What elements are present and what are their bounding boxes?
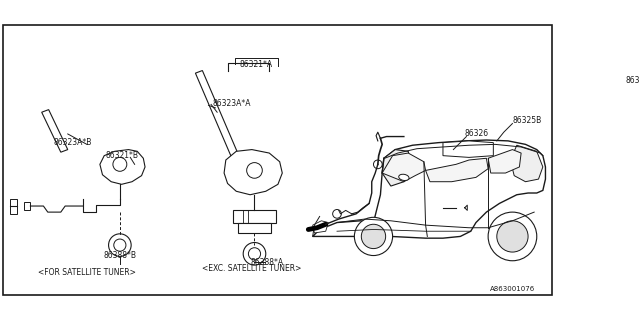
Polygon shape bbox=[488, 149, 521, 173]
Circle shape bbox=[362, 224, 386, 249]
Circle shape bbox=[113, 157, 127, 171]
Text: 86388*B: 86388*B bbox=[104, 251, 136, 260]
Text: A863001076: A863001076 bbox=[490, 285, 535, 292]
Polygon shape bbox=[233, 210, 276, 222]
Text: 86326: 86326 bbox=[465, 130, 489, 139]
Circle shape bbox=[243, 243, 266, 265]
Text: 86325B: 86325B bbox=[513, 116, 541, 125]
Polygon shape bbox=[382, 149, 413, 186]
Polygon shape bbox=[313, 221, 328, 233]
Text: <FOR SATELLITE TUNER>: <FOR SATELLITE TUNER> bbox=[38, 268, 136, 277]
Polygon shape bbox=[24, 202, 30, 210]
Text: 86323A*B: 86323A*B bbox=[54, 138, 92, 147]
Circle shape bbox=[114, 239, 126, 251]
Circle shape bbox=[488, 212, 537, 261]
Circle shape bbox=[374, 160, 382, 169]
Text: 86388*A: 86388*A bbox=[251, 258, 284, 267]
Polygon shape bbox=[511, 145, 543, 182]
Polygon shape bbox=[443, 141, 493, 157]
Polygon shape bbox=[238, 222, 271, 233]
Ellipse shape bbox=[399, 174, 409, 180]
Polygon shape bbox=[10, 199, 17, 214]
Polygon shape bbox=[313, 140, 545, 238]
Polygon shape bbox=[195, 70, 239, 158]
Text: 86325: 86325 bbox=[625, 76, 640, 84]
Polygon shape bbox=[382, 153, 426, 182]
Circle shape bbox=[355, 217, 392, 256]
Polygon shape bbox=[426, 158, 488, 182]
Circle shape bbox=[109, 234, 131, 256]
Polygon shape bbox=[42, 110, 68, 152]
Circle shape bbox=[248, 248, 260, 260]
Text: <EXC. SATELLITE TUNER>: <EXC. SATELLITE TUNER> bbox=[202, 264, 301, 273]
Circle shape bbox=[333, 210, 341, 218]
Circle shape bbox=[246, 163, 262, 178]
Text: 86323A*A: 86323A*A bbox=[212, 99, 252, 108]
Text: 86321*A: 86321*A bbox=[239, 60, 273, 69]
Polygon shape bbox=[100, 149, 145, 184]
Polygon shape bbox=[224, 149, 282, 195]
Circle shape bbox=[497, 221, 528, 252]
Text: 86321*B: 86321*B bbox=[106, 151, 139, 160]
